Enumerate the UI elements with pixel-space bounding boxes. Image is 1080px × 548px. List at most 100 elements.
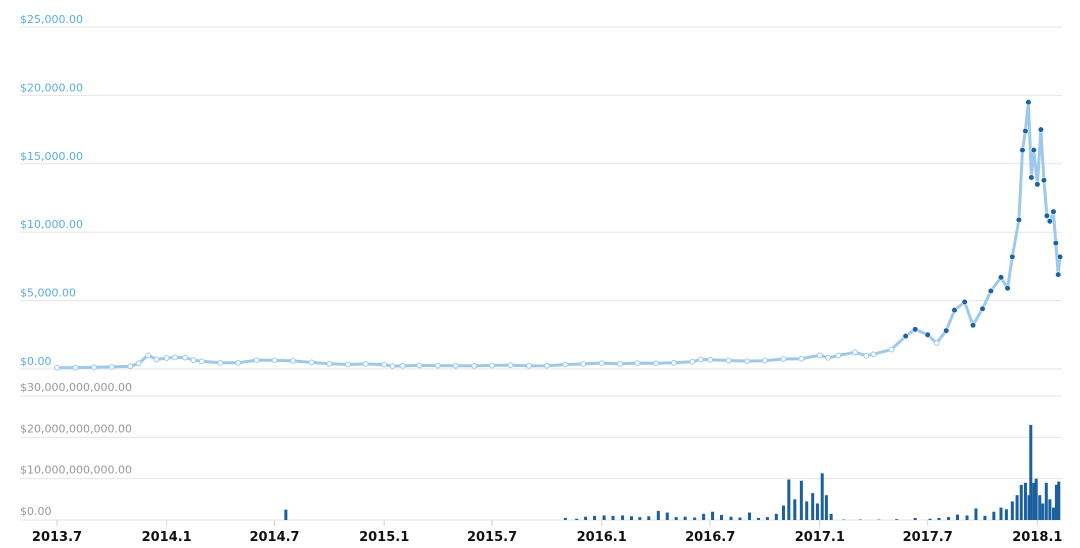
price-point	[943, 327, 950, 334]
price-point	[235, 359, 242, 366]
price-point	[190, 357, 197, 364]
price-point	[1034, 181, 1041, 188]
price-tick-label: $15,000.00	[20, 150, 83, 163]
price-point	[1025, 99, 1032, 106]
price-point	[798, 355, 805, 362]
price-point	[145, 352, 152, 359]
volume-bar	[1032, 482, 1036, 520]
price-point	[108, 364, 115, 370]
volume-bar	[593, 515, 597, 520]
price-point	[653, 360, 659, 367]
volume-bar	[928, 518, 932, 520]
price-point	[182, 354, 189, 361]
volume-bar	[992, 511, 996, 520]
price-point	[707, 356, 714, 363]
price-point	[1028, 174, 1035, 181]
volume-bar	[793, 499, 797, 520]
volume-bar	[719, 515, 723, 520]
price-point	[507, 362, 514, 369]
x-tick-label: 2016.7	[685, 530, 735, 545]
x-tick-label: 2018.1	[1012, 530, 1062, 545]
volume-bar	[1057, 481, 1061, 520]
volume-bar	[656, 510, 660, 520]
volume-bar	[621, 515, 625, 520]
price-point	[912, 326, 919, 333]
volume-bar	[683, 516, 687, 520]
volume-bar	[563, 517, 567, 520]
price-tick-label: $20,000.00	[20, 81, 83, 94]
volume-bar	[765, 517, 769, 520]
price-point	[399, 362, 406, 369]
x-tick-label: 2016.1	[577, 530, 627, 545]
price-point	[562, 361, 569, 368]
price-point	[670, 359, 677, 366]
price-point	[852, 349, 858, 356]
volume-bar	[630, 516, 634, 520]
volume-bar	[965, 515, 969, 520]
price-point	[697, 356, 704, 363]
price-point	[1043, 212, 1050, 219]
price-point	[217, 359, 224, 366]
price-point	[1022, 127, 1029, 135]
volume-bar	[1034, 478, 1038, 520]
price-point	[471, 363, 478, 369]
price-point	[434, 362, 441, 369]
price-point	[389, 363, 396, 370]
volume-bar	[284, 509, 288, 520]
price-point	[580, 361, 587, 367]
volume-bar	[674, 517, 678, 520]
volume-bar	[611, 515, 615, 520]
volume-bar	[1054, 484, 1058, 520]
volume-bars	[284, 424, 1061, 520]
volume-bar	[820, 473, 824, 520]
price-point	[780, 356, 787, 362]
volume-bar	[1044, 482, 1048, 520]
price-point	[381, 361, 388, 368]
price-point	[825, 354, 832, 361]
volume-bar	[787, 479, 791, 520]
volume-bar	[805, 501, 809, 520]
x-tick-label: 2013.7	[32, 530, 82, 545]
price-tick-label: $0.00	[20, 355, 52, 368]
price-point	[1052, 240, 1059, 247]
price-point	[888, 346, 895, 353]
volume-tick-label: $20,000,000,000.00	[20, 422, 132, 435]
price-point	[689, 358, 696, 365]
price-point	[961, 298, 968, 306]
volume-bar	[1019, 484, 1023, 520]
price-point	[489, 362, 495, 369]
volume-bar	[665, 512, 669, 520]
volume-bar	[693, 517, 697, 520]
price-point	[198, 358, 205, 365]
volume-bar	[1041, 503, 1045, 520]
price-point	[72, 364, 79, 371]
volume-bar	[895, 519, 899, 520]
price-point	[1056, 253, 1064, 260]
volume-bar	[1004, 509, 1008, 520]
price-point	[1019, 147, 1026, 154]
volume-bar	[702, 513, 706, 520]
volume-bar	[829, 513, 833, 520]
x-tick-label: 2014.7	[249, 530, 299, 545]
price-point	[997, 274, 1005, 281]
volume-bar	[937, 517, 941, 520]
volume-bar	[1015, 495, 1019, 520]
price-point	[725, 357, 732, 364]
volume-bar	[811, 493, 815, 520]
price-point	[344, 361, 351, 368]
price-point	[290, 358, 296, 364]
price-point	[1046, 218, 1053, 225]
x-tick-label: 2014.1	[142, 530, 192, 545]
price-point	[924, 331, 931, 338]
price-point	[902, 333, 909, 340]
price-point	[127, 363, 134, 370]
price-point	[762, 357, 768, 364]
volume-bar	[602, 515, 606, 520]
price-point	[969, 322, 977, 329]
volume-bar	[799, 480, 803, 520]
x-axis: 2013.7 2014.1 2014.7 2015.1 2015.7 2016.1 2016…	[32, 520, 1062, 545]
volume-bar	[1029, 424, 1033, 520]
price-point	[452, 362, 459, 369]
price-series	[54, 99, 1064, 371]
